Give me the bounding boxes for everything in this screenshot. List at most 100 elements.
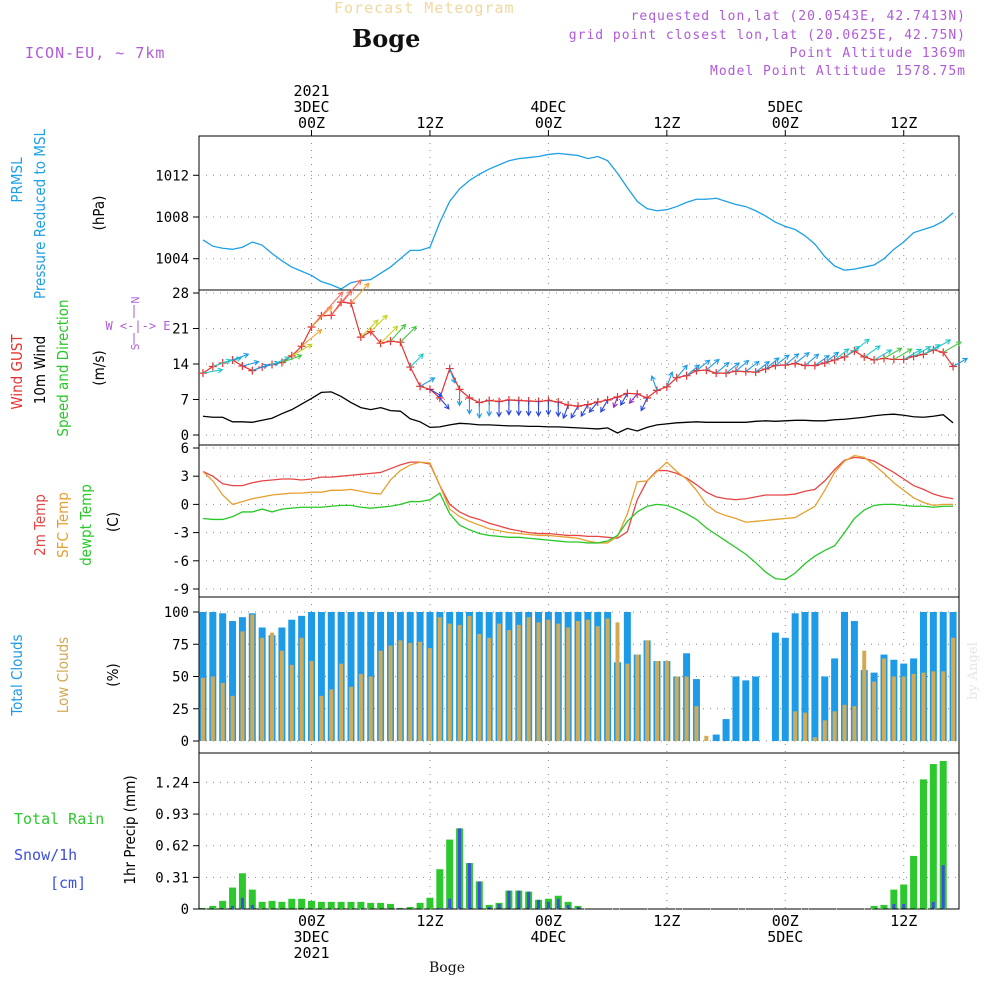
gust-marker (722, 369, 731, 378)
clouds-ytick-label: 25 (172, 702, 189, 718)
rain-bar (288, 898, 296, 909)
location-title: Boge (352, 24, 421, 53)
wind-direction-arrow (506, 400, 512, 416)
low-cloud-bar (872, 681, 877, 741)
product-title: Forecast Meteogram (334, 0, 515, 17)
top-time-label: 12Z (890, 114, 917, 132)
wind-direction-arrow (252, 363, 269, 372)
wind-direction-arrow (399, 325, 417, 343)
snow-bar (221, 907, 225, 909)
low-cloud-bar (299, 637, 304, 741)
wind-direction-arrow (449, 368, 457, 384)
compass-we: W <-|-> E (105, 319, 170, 333)
low-cloud-bar (605, 618, 610, 741)
gust-marker (840, 352, 849, 361)
wind-direction-arrow (765, 357, 780, 370)
bottom-time-label: 00Z (298, 912, 325, 930)
low-cloud-bar (842, 704, 847, 741)
snow-bar (576, 906, 580, 909)
wind-direction-arrow (232, 352, 250, 361)
snow-bar (477, 881, 481, 909)
precip-ytick-label: 0.62 (155, 839, 189, 855)
bottom-time-label: 00Z (772, 912, 799, 930)
point-altitude: Point Altitude 1369m (789, 46, 966, 61)
prmsl-label: PRMSL (8, 157, 26, 203)
top-time-label: 4DEC (530, 98, 566, 116)
rain-bar (298, 898, 306, 909)
low-cloud-bar (664, 661, 669, 741)
rain-bar (386, 903, 394, 909)
dewpt-line (202, 492, 954, 581)
low-cloud-bar (585, 619, 590, 741)
wind-direction-arrow (562, 404, 569, 420)
gust-marker (731, 367, 740, 376)
total-cloud-bar (732, 676, 740, 741)
low-cloud-bar (408, 642, 413, 741)
gust-marker (613, 392, 622, 401)
low-cloud-bar (921, 672, 926, 741)
snow-bar (931, 901, 935, 909)
clouds-ytick-label: 0 (181, 734, 189, 750)
wind-direction-label: Speed and Direction (54, 299, 72, 436)
wind-direction-arrow (535, 401, 542, 418)
gust-marker (751, 368, 760, 377)
rain-bar (347, 901, 355, 909)
low-cloud-bar (536, 622, 541, 741)
clouds-ytick-label: 75 (172, 637, 189, 653)
wind-direction-arrow (320, 291, 344, 317)
clouds-ytick-label: 50 (172, 670, 189, 686)
wind-direction-arrow (515, 400, 522, 417)
low-cloud-bar (526, 617, 531, 741)
wind-direction-arrow (784, 353, 800, 366)
total-cloud-bar (229, 621, 237, 741)
low-cloud-bar (230, 695, 235, 741)
low-cloud-bar (477, 633, 482, 741)
pressure-ylabel: (hPa) (90, 196, 108, 231)
gust-marker (445, 364, 454, 373)
low-cloud-bar (546, 619, 551, 741)
rain-bar (880, 904, 888, 909)
wind-direction-arrow (676, 364, 688, 379)
rain-bar (357, 901, 365, 909)
low-cloud-bar (240, 631, 245, 741)
gust-label: Wind GUST (8, 334, 26, 410)
temperature-ytick-label: 3 (181, 469, 189, 485)
wind-ytick-label: 0 (181, 428, 189, 444)
top-time-label: 12Z (653, 114, 680, 132)
temperature-ytick-label: -6 (172, 554, 189, 570)
wind-direction-arrow (952, 357, 969, 368)
wind-panel: 0 7 14 21 28 (172, 286, 960, 446)
bottom-time-label: 12Z (653, 912, 680, 930)
low-cloud-bar (270, 632, 275, 741)
wind-direction-arrow (834, 348, 850, 361)
wind-direction-arrow (666, 370, 674, 388)
rain-bar (870, 905, 878, 909)
low-cloud-bar (467, 615, 472, 741)
gust-marker (386, 337, 395, 346)
wind-direction-arrow (525, 401, 532, 417)
wind-direction-arrow (212, 358, 232, 368)
low-cloud-bar (457, 624, 462, 741)
rain-bar (199, 907, 207, 909)
precip-panel: 0 0.31 0.62 0.93 1.24 (155, 752, 960, 918)
low-cloud-bar (279, 650, 284, 741)
snow-bar (517, 890, 521, 909)
low-cloud-bar (447, 623, 452, 741)
bottom-time-label: 12Z (890, 912, 917, 930)
low-cloud-bar (881, 658, 886, 741)
clouds-ylabel: (%) (104, 663, 122, 686)
rain-bar (939, 761, 947, 909)
low-cloud-bar (200, 677, 205, 741)
rain-bar (396, 907, 404, 909)
gust-marker (208, 362, 217, 371)
rain-bar (238, 873, 246, 909)
wind-frame (198, 289, 960, 446)
prmsl-long-label: Pressure Reduced to MSL (31, 128, 49, 299)
total-cloud-bar (327, 612, 335, 741)
low-cloud-bar (704, 735, 709, 741)
wind-direction-arrow (923, 344, 942, 355)
bottom-time-label: 4DEC (530, 928, 566, 946)
wind-direction-arrow (715, 361, 730, 374)
wind-direction-arrow (804, 353, 820, 366)
